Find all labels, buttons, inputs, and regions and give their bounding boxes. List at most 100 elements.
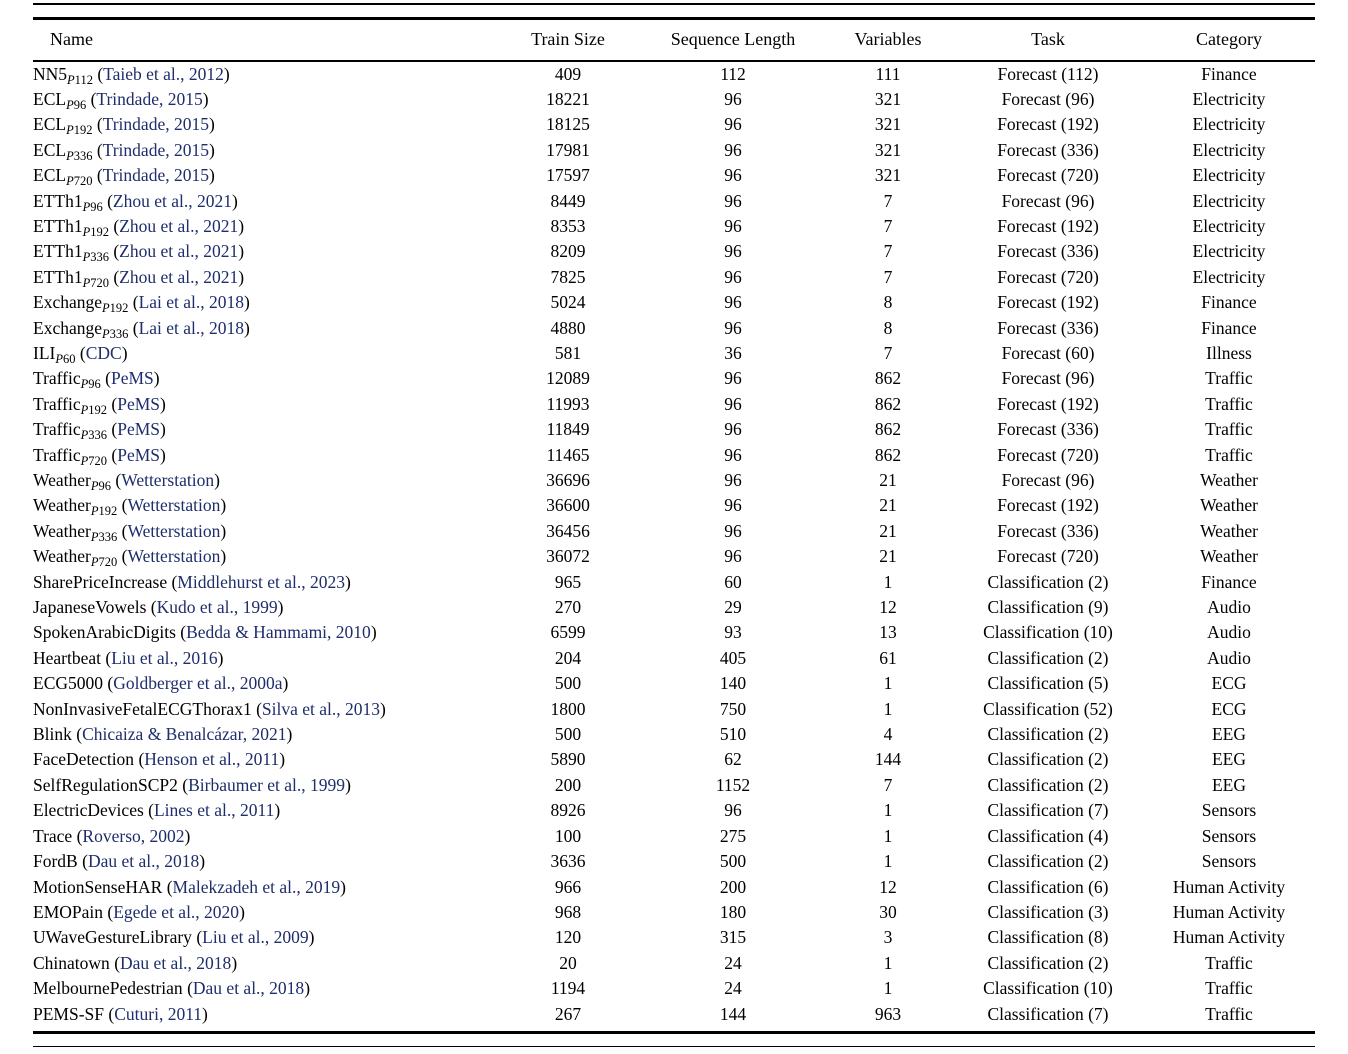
table-row: Blink (Chicaiza & Benalcázar, 2021) 500 51… <box>33 722 1315 747</box>
citation-link[interactable]: Henson et al., 2011 <box>144 749 280 770</box>
variables-cell: 862 <box>874 419 902 440</box>
dataset-name: ETTh1 <box>33 266 83 287</box>
dataset-name: Traffic <box>33 419 81 440</box>
train-size-cell: 3636 <box>550 851 586 872</box>
dataset-subscript: P192 <box>82 224 109 239</box>
citation-link[interactable]: CDC <box>85 342 122 363</box>
citation-link[interactable]: Lines et al., 2011 <box>153 800 275 821</box>
citation-link[interactable]: Zhou et al., 2021 <box>119 266 239 287</box>
dataset-name-cell: SelfRegulationSCP2 (Birbaumer et al., 19… <box>33 774 351 795</box>
dataset-name-cell: ETTh1P192 (Zhou et al., 2021) <box>33 215 245 239</box>
dataset-name-cell: TrafficP96 (PeMS) <box>33 368 160 392</box>
category-cell: Sensors <box>1201 851 1257 872</box>
citation-link[interactable]: Wetterstation <box>121 470 215 490</box>
table-body: NN5P112 (Taieb et al., 2012) 409 112 111 For… <box>33 61 1315 1027</box>
category-cell: Traffic <box>1205 1003 1253 1024</box>
citation-link[interactable]: Goldberger et al., 2000a <box>113 673 283 694</box>
citation-link[interactable]: Bedda & Hammami, 2010 <box>186 622 371 643</box>
dataset-name-cell: WeatherP720 (Wetterstation) <box>33 546 227 570</box>
table-row: ExchangeP192 (Lai et al., 2018) 5024 96 8 Fo… <box>33 290 1315 315</box>
task-cell: Forecast (192) <box>997 114 1099 135</box>
train-size-cell: 18221 <box>546 88 590 109</box>
sequence-length-cell: 750 <box>719 698 747 719</box>
sequence-length-cell: 96 <box>724 292 742 313</box>
citation-link[interactable]: Middlehurst et al., 2023 <box>177 571 345 592</box>
citation-link[interactable]: Taieb et al., 2012 <box>103 63 224 84</box>
citation-link[interactable]: Liu et al., 2009 <box>202 927 309 948</box>
citation-link[interactable]: Birbaumer et al., 1999 <box>188 774 346 795</box>
citation-link[interactable]: Dau et al., 2018 <box>87 851 200 872</box>
table-row: Trace (Roverso, 2002) 100 275 1 Classificati… <box>33 824 1315 849</box>
citation-link[interactable]: Cuturi, 2011 <box>114 1003 203 1024</box>
table-row: WeatherP336 (Wetterstation) 36456 96 21 Fore… <box>33 519 1315 544</box>
top-inner-rule <box>33 16 1315 20</box>
variables-cell: 111 <box>875 63 901 84</box>
variables-cell: 8 <box>883 292 893 313</box>
dataset-name-cell: ECLP192 (Trindade, 2015) <box>33 114 215 138</box>
dataset-subscript: P60 <box>55 351 76 366</box>
sequence-length-cell: 93 <box>724 622 742 643</box>
col-header-variables: Variables <box>854 29 922 49</box>
citation-link[interactable]: Zhou et al., 2021 <box>119 241 239 262</box>
table-row: ECLP720 (Trindade, 2015) 17597 96 321 Foreca… <box>33 163 1315 188</box>
dataset-name-cell: WeatherP336 (Wetterstation) <box>33 520 227 544</box>
category-cell: Finance <box>1201 292 1257 313</box>
sequence-length-cell: 60 <box>724 571 742 592</box>
citation-link[interactable]: Trindade, 2015 <box>102 165 209 186</box>
category-cell: Electricity <box>1192 241 1266 262</box>
citation-link[interactable]: Trindade, 2015 <box>102 114 209 135</box>
dataset-name: ETTh1 <box>33 241 83 262</box>
category-cell: Electricity <box>1192 190 1266 211</box>
dataset-name-cell: Chinatown (Dau et al., 2018) <box>33 952 238 973</box>
train-size-cell: 8209 <box>550 241 586 262</box>
dataset-name-cell: MelbournePedestrian (Dau et al., 2018) <box>33 978 311 999</box>
dataset-name: Chinatown <box>33 952 110 973</box>
citation-link[interactable]: Trindade, 2015 <box>102 139 209 160</box>
dataset-name-cell: ETTh1P720 (Zhou et al., 2021) <box>33 266 245 290</box>
dataset-name-cell: NonInvasiveFetalECGThorax1 (Silva et al.… <box>33 698 386 719</box>
citation-link[interactable]: Liu et al., 2016 <box>111 647 218 668</box>
citation-link[interactable]: PeMS <box>110 368 154 389</box>
category-cell: Sensors <box>1201 825 1257 846</box>
variables-cell: 21 <box>879 520 897 541</box>
citation-link[interactable]: Kudo et al., 1999 <box>156 597 278 618</box>
citation-link[interactable]: Lai et al., 2018 <box>138 317 245 338</box>
category-cell: Traffic <box>1205 368 1253 389</box>
citation-link[interactable]: Silva et al., 2013 <box>261 698 381 719</box>
citation-link[interactable]: Dau et al., 2018 <box>120 952 232 973</box>
dataset-name: ElectricDevices <box>33 800 144 821</box>
variables-cell: 963 <box>874 1003 902 1024</box>
dataset-subscript: P96 <box>66 97 87 112</box>
variables-cell: 7 <box>883 342 893 363</box>
sequence-length-cell: 96 <box>724 241 742 262</box>
citation-link[interactable]: Wetterstation <box>127 520 221 541</box>
task-cell: Forecast (336) <box>997 139 1099 160</box>
dataset-subscript: P720 <box>80 453 108 468</box>
citation-link[interactable]: Malekzadeh et al., 2019 <box>172 876 341 897</box>
citation-link[interactable]: Lai et al., 2018 <box>138 292 245 313</box>
train-size-cell: 120 <box>554 927 582 948</box>
table-row: WeatherP96 (Wetterstation) 36696 96 21 Forec… <box>33 468 1315 493</box>
train-size-cell: 5890 <box>550 749 586 770</box>
citation-link[interactable]: Trindade, 2015 <box>96 88 203 109</box>
sequence-length-cell: 96 <box>724 800 742 821</box>
dataset-name: Weather <box>33 495 91 516</box>
citation-link[interactable]: PeMS <box>117 444 161 465</box>
citation-link[interactable]: Chicaiza & Benalcázar, 2021 <box>82 724 287 745</box>
task-cell: Classification (3) <box>987 901 1109 922</box>
citation-link[interactable]: Roverso, 2002 <box>82 825 185 846</box>
citation-link[interactable]: Wetterstation <box>127 546 221 567</box>
citation-link[interactable]: Zhou et al., 2021 <box>119 215 239 236</box>
citation-link[interactable]: PeMS <box>117 419 161 440</box>
citation-link[interactable]: Wetterstation <box>127 495 221 516</box>
sequence-length-cell: 96 <box>724 266 742 287</box>
category-cell: Illness <box>1206 342 1252 363</box>
citation-link[interactable]: Dau et al., 2018 <box>192 978 305 999</box>
citation-link[interactable]: Zhou et al., 2021 <box>112 190 232 211</box>
table-row: Chinatown (Dau et al., 2018) 20 24 1 Classif… <box>33 951 1315 976</box>
citation-link[interactable]: PeMS <box>117 393 161 414</box>
sequence-length-cell: 96 <box>724 444 742 465</box>
citation-link[interactable]: Egede et al., 2020 <box>113 901 240 922</box>
table-row: SelfRegulationSCP2 (Birbaumer et al., 19… <box>33 773 1315 798</box>
task-cell: Forecast (192) <box>997 292 1099 313</box>
